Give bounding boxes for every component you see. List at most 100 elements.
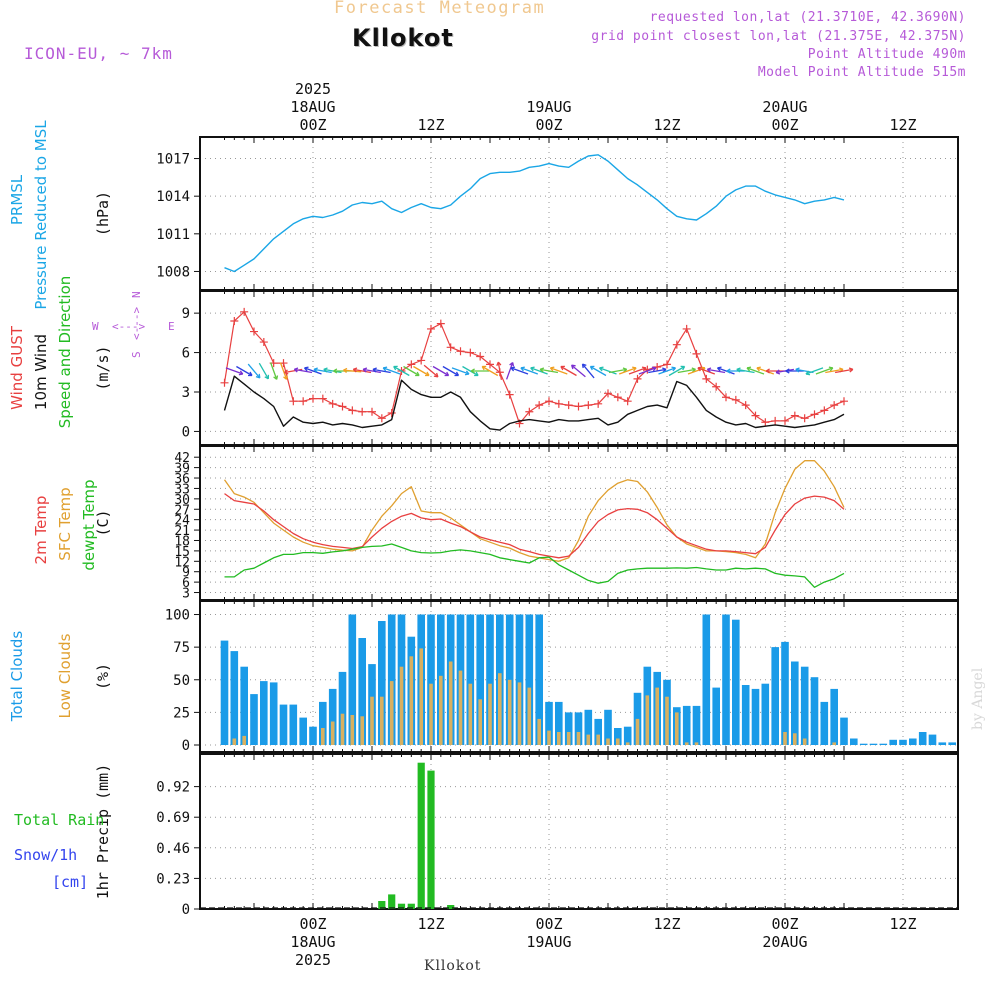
wind-ylabel: (m/s) xyxy=(94,345,112,390)
total-cloud-bar xyxy=(938,742,947,745)
wind-direction-arrowhead xyxy=(570,364,576,370)
precip-frame xyxy=(199,753,959,910)
wind-direction-arrowhead xyxy=(510,366,516,372)
wind-direction-arrow xyxy=(638,367,657,375)
gust-point xyxy=(672,340,681,349)
wind-direction-arrowhead xyxy=(313,367,318,373)
wind-direction-arrow xyxy=(462,365,479,377)
rain-bar xyxy=(427,770,435,909)
wind-direction-arrow xyxy=(236,365,253,377)
low-cloud-bar xyxy=(242,735,246,745)
total-cloud-bar xyxy=(712,687,720,745)
total-cloud-bar xyxy=(741,685,750,745)
wind-direction-arrowhead xyxy=(828,366,834,372)
total-cloud-bar xyxy=(692,705,701,745)
clouds-panel: 0 25 50 75 100 (%) xyxy=(94,600,959,754)
gust-point xyxy=(702,374,711,383)
total-cloud-bar xyxy=(574,712,583,745)
bottom-time-label: 19AUG xyxy=(526,933,571,951)
gust-point xyxy=(761,418,770,427)
wind-direction-arrow xyxy=(313,368,332,374)
total-cloud-bar xyxy=(810,677,819,745)
wind-direction-arrowhead xyxy=(433,372,439,378)
wind-direction-arrowhead xyxy=(283,375,288,380)
total-cloud-bar xyxy=(387,614,396,745)
gust-point xyxy=(309,394,317,403)
low-cloud-bar xyxy=(380,696,384,745)
wind-direction-arrowhead xyxy=(415,371,420,377)
low-cloud-bar xyxy=(419,648,423,745)
total-cloud-bar xyxy=(230,651,239,745)
total-cloud-bar xyxy=(525,614,534,745)
total-cloud-bar xyxy=(614,728,622,745)
bottom-time-label: 12Z xyxy=(417,915,444,933)
gust-point xyxy=(535,401,544,410)
wind-direction-arrow xyxy=(736,368,755,374)
total-cloud-bar xyxy=(220,640,229,745)
wind-direction-arrow xyxy=(582,363,595,379)
clouds-ytick-label: 100 xyxy=(165,608,190,624)
wind-direction-arrowhead xyxy=(333,368,338,374)
gust-point xyxy=(780,416,789,425)
gust-point xyxy=(712,382,721,391)
low-cloud-bar xyxy=(783,732,787,745)
wind-direction-arrowhead xyxy=(539,367,545,373)
wind-direction-arrowhead xyxy=(362,367,368,373)
gust-point xyxy=(318,394,327,403)
gust-point xyxy=(751,411,760,420)
wind-direction-arrow xyxy=(423,364,439,378)
wind-direction-arrow xyxy=(628,367,647,375)
wind-direction-arrowhead xyxy=(264,374,270,380)
gust-point xyxy=(544,397,553,406)
wind-direction-arrow xyxy=(304,367,322,375)
wind-direction-arrow xyxy=(372,368,391,374)
total-cloud-bar xyxy=(771,647,779,745)
wind-direction-arrowhead xyxy=(470,368,475,374)
total-cloud-bar xyxy=(800,666,809,745)
wind-direction-arrowhead xyxy=(706,367,712,373)
wind-direction-arrowhead xyxy=(848,367,854,373)
wind-direction-arrow xyxy=(834,368,854,374)
wind-direction-arrow xyxy=(825,368,844,374)
wind-direction-arrow xyxy=(717,367,735,375)
low-cloud-bar xyxy=(832,742,836,745)
wind-direction-arrow xyxy=(413,365,430,377)
wind-direction-arrow xyxy=(393,365,410,377)
wind-direction-arrow xyxy=(497,361,503,380)
wind-direction-arrow xyxy=(599,367,617,375)
total-cloud-bar xyxy=(879,743,888,745)
wind-direction-arrow xyxy=(530,367,548,375)
wind-direction-arrowhead xyxy=(343,367,348,374)
low-cloud-bar xyxy=(527,687,532,745)
low-cloud-bar xyxy=(409,656,414,745)
wind-direction-arrowhead xyxy=(581,363,587,369)
dewpoint-line xyxy=(224,543,845,588)
wind-direction-arrowhead xyxy=(372,367,377,373)
gust-point xyxy=(505,390,514,399)
model-altitude: Model Point Altitude 515m xyxy=(757,65,966,80)
wind-ytick-label: 9 xyxy=(182,306,190,322)
pressure-title: PRMSL xyxy=(8,174,26,225)
snow-title: Snow/1h xyxy=(14,846,77,864)
wind-direction-arrowhead xyxy=(474,371,479,377)
wind-direction-arrow xyxy=(756,367,775,375)
wind-ytick-label: 3 xyxy=(182,385,190,401)
wind-direction-arrowhead xyxy=(293,367,299,373)
low-cloud-bar xyxy=(507,679,512,745)
gust-line xyxy=(223,311,845,425)
wind-direction-arrowhead xyxy=(444,371,450,377)
clouds-ylabel: (%) xyxy=(94,663,112,690)
precip-ytick-label: 0.46 xyxy=(156,841,190,857)
wind-direction-arrow xyxy=(269,362,278,380)
temperature-ytick-label: 21 xyxy=(174,524,190,539)
wind-direction-arrow xyxy=(707,368,726,374)
top-time-label: 12Z xyxy=(889,116,916,134)
wind-direction-arrowhead xyxy=(481,365,487,371)
total-cloud-bar xyxy=(505,614,514,745)
low-cloud-bar xyxy=(635,718,640,745)
total-cloud-bar xyxy=(427,614,435,745)
top-time-label: 20AUG xyxy=(762,98,807,116)
wind-direction-arrow xyxy=(608,368,627,374)
gust-point xyxy=(721,393,730,402)
wind-direction-arrowhead xyxy=(599,366,604,372)
